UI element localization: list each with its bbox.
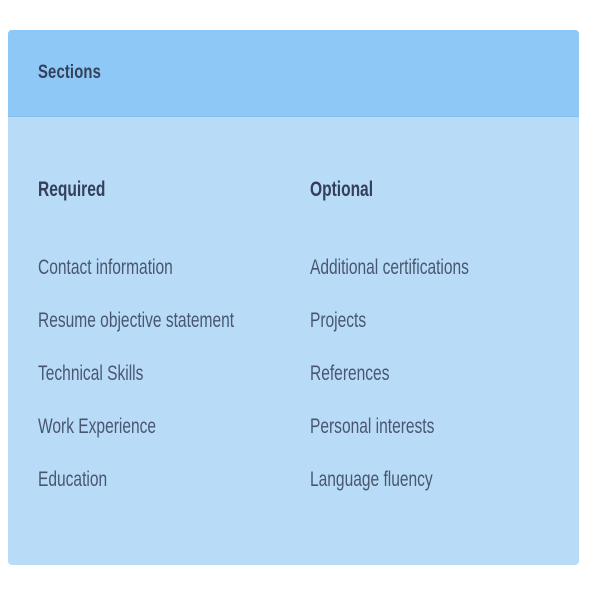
required-item-work-experience: Work Experience: [38, 415, 157, 438]
required-list: Contact information Resume objective sta…: [38, 253, 288, 518]
sections-card: Sections Required Contact information Re…: [8, 30, 579, 565]
required-heading: Required: [38, 178, 106, 201]
optional-item-additional-certifications: Additional certifications: [310, 256, 469, 279]
required-item-resume-objective-statement: Resume objective statement: [38, 309, 235, 332]
optional-column: Optional Additional certifications Proje…: [310, 175, 560, 518]
required-item-technical-skills: Technical Skills: [38, 362, 144, 385]
card-header: Sections: [8, 30, 579, 117]
optional-item-references: References: [310, 362, 390, 385]
sections-columns: Required Contact information Resume obje…: [8, 117, 579, 565]
optional-list: Additional certifications Projects Refer…: [310, 253, 560, 518]
optional-heading: Optional: [310, 178, 374, 201]
optional-item-projects: Projects: [310, 309, 367, 332]
required-column: Required Contact information Resume obje…: [38, 175, 288, 518]
card-title: Sections: [38, 62, 102, 83]
optional-item-language-fluency: Language fluency: [310, 468, 433, 491]
required-item-contact-information: Contact information: [38, 256, 173, 279]
optional-item-personal-interests: Personal interests: [310, 415, 435, 438]
required-item-education: Education: [38, 468, 108, 491]
